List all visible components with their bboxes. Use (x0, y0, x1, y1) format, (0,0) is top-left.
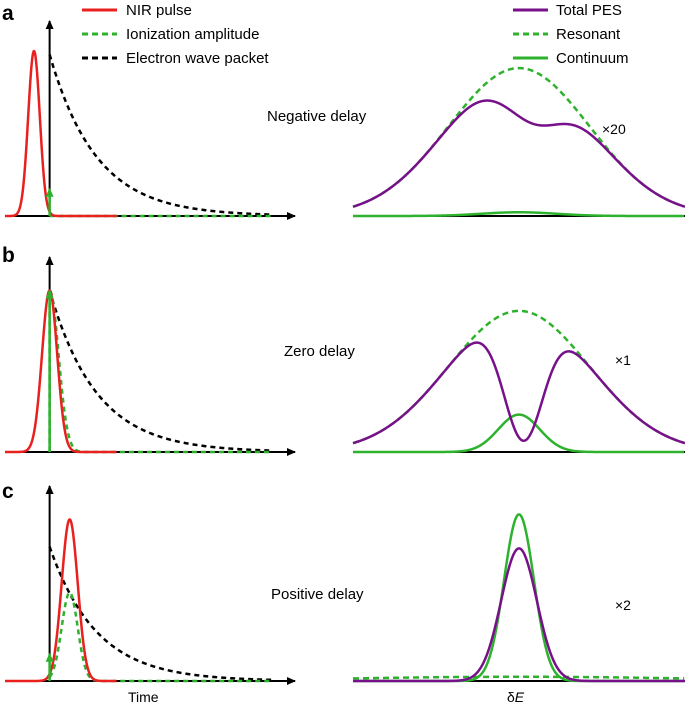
nir-pulse-line-a (5, 49, 117, 218)
legend-left: NIR pulse Ionization amplitude Electron … (82, 2, 269, 67)
plots (5, 20, 685, 685)
time-axis-label: Time (128, 689, 159, 705)
panel-b (5, 256, 685, 456)
continuum-line-c (353, 513, 685, 683)
legend-ionization-label: Ionization amplitude (126, 26, 259, 43)
ionization-amplitude-line-b (48, 288, 273, 454)
legend-nir-label: NIR pulse (126, 2, 192, 19)
scale-label-c: ×2 (615, 597, 631, 613)
legend-total-label: Total PES (556, 2, 622, 19)
electron-wave-packet-line-b (48, 290, 273, 452)
electron-wave-packet-line-c (48, 546, 273, 682)
scale-label-b: ×1 (615, 352, 631, 368)
resonant-line-a (352, 66, 685, 208)
legend-wavepacket-label: Electron wave packet (126, 50, 269, 67)
energy-axis-label: δE (507, 689, 525, 705)
energy-axis-prefix: δ (507, 689, 515, 705)
scale-label-a: ×20 (602, 121, 626, 137)
nir-pulse-line-c (5, 518, 117, 683)
legend-right: Total PES Resonant Continuum (513, 2, 629, 67)
delay-label-c: Positive delay (271, 586, 364, 603)
resonant-line-c (352, 675, 685, 680)
legend-resonant-label: Resonant (556, 26, 621, 43)
legend-continuum-label: Continuum (556, 50, 629, 67)
resonant-line-b (352, 309, 685, 445)
continuum-line-a (353, 211, 685, 218)
delay-label-a: Negative delay (267, 108, 367, 125)
total-pes-line-c (353, 547, 685, 683)
total-pes-line-b (352, 341, 685, 445)
nir-pulse-line-b (5, 289, 117, 454)
energy-axis-var: E (515, 689, 525, 705)
panel-letter-b: b (2, 244, 15, 267)
panel-letter-c: c (2, 480, 14, 503)
total-pes-line-a (352, 99, 685, 208)
panel-c (5, 485, 685, 685)
ionization-amplitude-line-c (48, 591, 273, 683)
continuum-line-b (353, 413, 685, 454)
panel-letter-a: a (2, 2, 14, 25)
electron-wave-packet-line-a (48, 54, 273, 216)
delay-label-b: Zero delay (284, 343, 355, 360)
panel-a (5, 20, 685, 220)
